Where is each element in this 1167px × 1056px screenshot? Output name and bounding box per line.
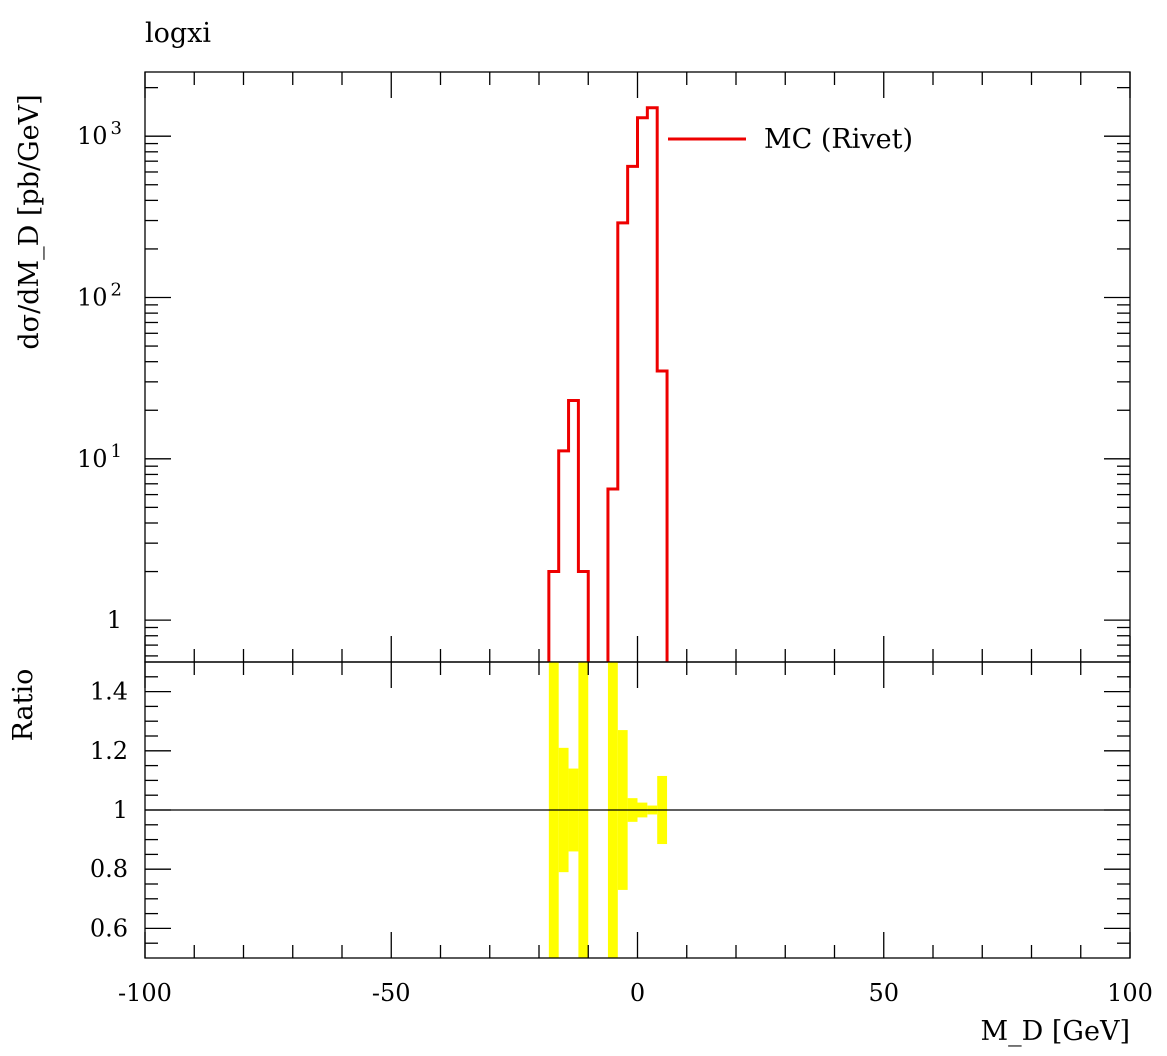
ratio-panel: 0.6 0.8 1 1.2 1.4	[90, 661, 1131, 959]
x-tick-label: -50	[372, 979, 411, 1007]
y-tick-label: 10 3	[77, 118, 122, 150]
x-tick-label: 50	[868, 979, 899, 1007]
main-x-ticks	[144, 72, 1131, 662]
x-tick-label: 0	[630, 979, 645, 1007]
mc-histogram-line	[547, 106, 669, 662]
x-tick-label: 100	[1107, 979, 1153, 1007]
legend-label: MC (Rivet)	[764, 124, 913, 155]
legend: MC (Rivet)	[668, 124, 913, 155]
y-tick-label: 1	[107, 606, 122, 634]
ratio-y-tick-label: 1.4	[90, 678, 128, 706]
x-axis-label: M_D [GeV]	[981, 1016, 1131, 1047]
y-tick-label: 10 1	[77, 441, 122, 473]
x-tick-label: -100	[118, 979, 172, 1007]
x-tick-labels: -100 -50 0 50 100	[118, 979, 1153, 1007]
chart-title: logxi	[145, 18, 211, 49]
ratio-y-tick-label: 1.2	[90, 737, 128, 765]
y-axis-label: dσ/dM_D [pb/GeV]	[14, 94, 45, 349]
ratio-y-tick-label: 1	[113, 796, 128, 824]
ratio-x-ticks	[144, 662, 1131, 958]
ratio-y-tick-label: 0.8	[90, 855, 128, 883]
ratio-y-tick-label: 0.6	[90, 914, 128, 942]
ratio-y-ticks: 0.6 0.8 1 1.2 1.4	[90, 676, 1130, 944]
ratio-axis-label: Ratio	[8, 669, 39, 742]
y-tick-label: 10 2	[77, 280, 122, 312]
